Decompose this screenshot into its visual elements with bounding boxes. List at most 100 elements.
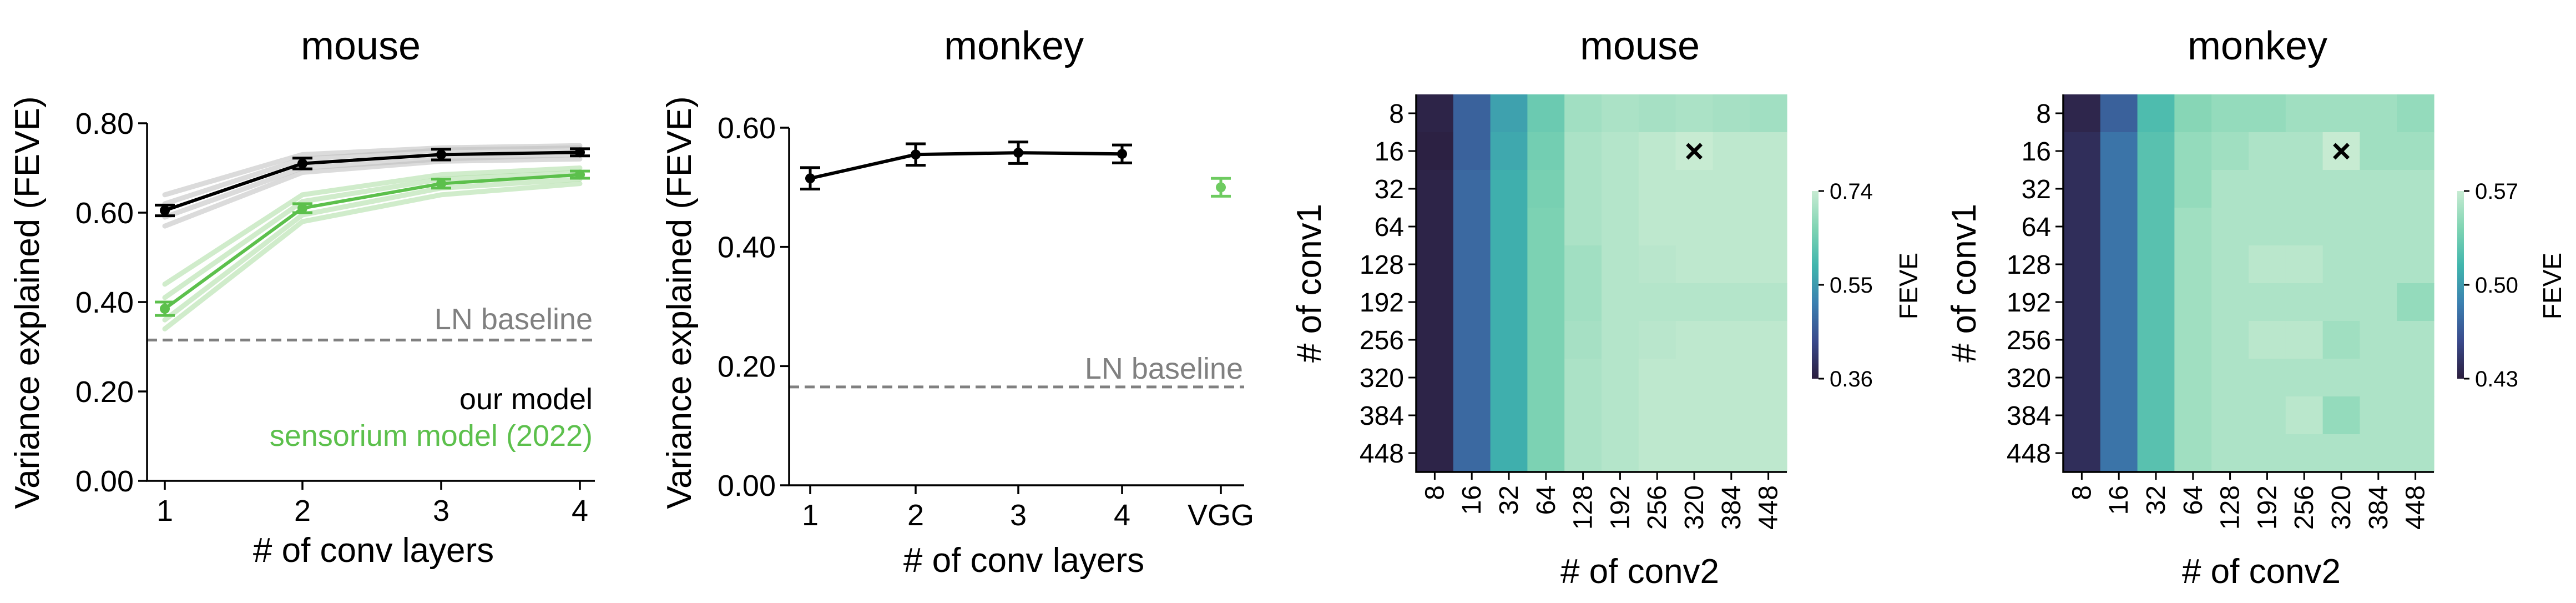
heatmap-cell [1564, 170, 1602, 208]
heatmap-cell [2063, 94, 2101, 133]
heatmap-cell [1453, 283, 1491, 321]
y-tick-label: 256 [2007, 326, 2051, 355]
x-tick-label: 384 [2364, 485, 2393, 530]
heatmap-cell [1527, 132, 1565, 170]
x-tick-label: 128 [1569, 485, 1598, 530]
x-tick-label: 384 [1717, 485, 1746, 530]
heatmap-cell [1564, 94, 1602, 133]
faint-run-line [162, 170, 583, 300]
heatmap-cell [2285, 359, 2324, 397]
heatmap-cell [1490, 245, 1528, 284]
heatmap-cell [2397, 170, 2434, 208]
heatmap-cell [1490, 208, 1528, 246]
heatmap-cell [2360, 132, 2397, 170]
heatmap-cell [2360, 283, 2397, 321]
x-tick-label: 32 [1494, 485, 1524, 515]
x-tick-label: 128 [2216, 485, 2245, 530]
heatmap-cell [2100, 132, 2138, 170]
panel-mouse-heatmap: mouse # of conv1 # of conv2 816326412819… [1290, 24, 1923, 591]
faint-run-line [162, 165, 583, 287]
x-tick-label: 256 [1643, 485, 1672, 530]
x-tick-label: 4 [572, 494, 588, 527]
y-tick-label: 128 [2007, 250, 2051, 280]
y-tick-label: 128 [1360, 250, 1404, 280]
heatmap-cell [2285, 434, 2324, 473]
heatmap-cell [1750, 208, 1787, 246]
series-line [810, 151, 1123, 180]
data-point [160, 304, 170, 314]
heatmap-cell [1490, 94, 1528, 133]
heatmap-cells [1415, 94, 1787, 473]
y-tick-label: 64 [2022, 213, 2051, 242]
heatmap-cell [2100, 170, 2138, 208]
legend-label-sensorium: sensorium model (2022) [270, 419, 593, 453]
series-line [164, 150, 580, 212]
heatmap-cell [2063, 283, 2101, 321]
heatmap-cell [1416, 94, 1454, 133]
heatmap-cell [1675, 359, 1713, 397]
heatmap-cell [1453, 359, 1491, 397]
colorbar-label: FEVE [1894, 253, 1923, 319]
y-ticks: 8 16 32 64 128 192 256 320 384 448 [2007, 99, 2063, 469]
heatmap-cell [1638, 208, 1676, 246]
heatmap-cell [1638, 396, 1676, 435]
heatmap-cell [1564, 359, 1602, 397]
y-tick-label: 384 [2007, 401, 2051, 431]
x-tick-label: 3 [433, 494, 449, 527]
heatmap-cell [1750, 359, 1787, 397]
heatmap-cell [2137, 283, 2175, 321]
x-ticks: 1 2 3 4 [156, 481, 588, 527]
y-tick-label: 0.60 [75, 197, 134, 230]
heatmap-cell [1638, 283, 1676, 321]
heatmap-cell [1527, 434, 1565, 473]
axes [788, 128, 1244, 486]
y-tick-label: 256 [1360, 326, 1404, 355]
heatmap-cell [1675, 434, 1713, 473]
y-axis-label: Variance explained (FEVE) [660, 96, 699, 509]
heatmap-cell [2063, 396, 2101, 435]
y-tick-label: 384 [1360, 401, 1404, 431]
heatmap-cell [2249, 132, 2286, 170]
heatmap-cell [2137, 132, 2175, 170]
y-tick-label: 0.80 [75, 107, 134, 140]
heatmap-cell [2285, 94, 2324, 133]
heatmap-cell [2249, 321, 2286, 359]
x-tick-label: 64 [2179, 485, 2208, 515]
faint-run-line [162, 152, 583, 220]
heatmap-cell [1453, 208, 1491, 246]
panel-mouse-line: mouse Variance explained (FEVE) # of con… [8, 24, 595, 570]
x-tick-label: 32 [2141, 485, 2171, 515]
heatmap-cell [1453, 245, 1491, 284]
heatmap-cell [2360, 94, 2397, 133]
heatmap-cell [1675, 321, 1713, 359]
heatmap-cell [2100, 321, 2138, 359]
heatmap-cell [2100, 283, 2138, 321]
heatmap-cell [2174, 396, 2212, 435]
heatmap-cell [2397, 359, 2434, 397]
colorbar-tick-label: 0.43 [2475, 367, 2518, 391]
heatmap-cell [2100, 208, 2138, 246]
heatmap-cell [1490, 132, 1528, 170]
heatmap-cell [2322, 170, 2360, 208]
heatmap-cell [2137, 321, 2175, 359]
heatmap-cell [2285, 283, 2324, 321]
heatmap-cell [2137, 434, 2175, 473]
heatmap-cell [1713, 321, 1750, 359]
heatmap-cell [2174, 170, 2212, 208]
heatmap-cell [1638, 170, 1676, 208]
heatmap-cell [1527, 208, 1565, 246]
y-tick-label: 0.00 [718, 469, 776, 502]
heatmap-cell [1675, 132, 1713, 170]
panel-monkey-heatmap: monkey # of conv1 # of conv2 81632641281… [1945, 24, 2567, 591]
heatmap-cell [2174, 245, 2212, 284]
heatmap-cell [1527, 321, 1565, 359]
heatmap-cell [2249, 94, 2286, 133]
faint-run-line [162, 177, 583, 323]
heatmap-cell [2063, 359, 2101, 397]
legend-label-our-model: our model [459, 383, 593, 416]
heatmap-cell [1750, 283, 1787, 321]
heatmap-cell [1750, 434, 1787, 473]
heatmap-cell [1713, 283, 1750, 321]
heatmap-cell [2174, 283, 2212, 321]
